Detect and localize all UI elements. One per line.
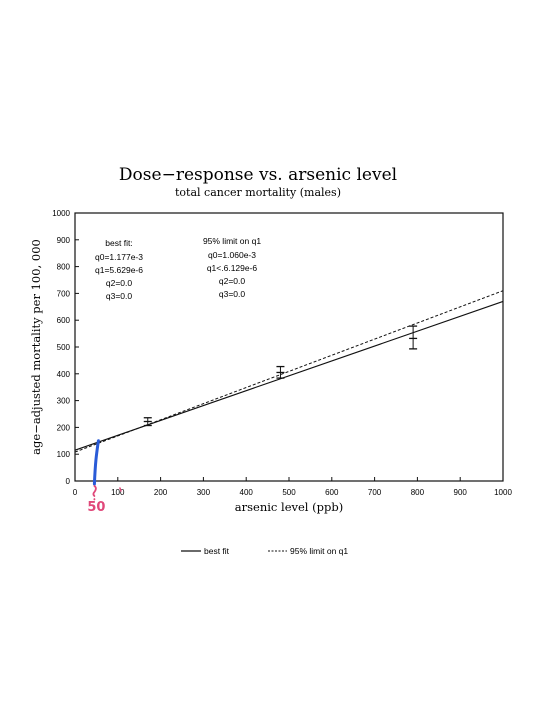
x-tick-label: 1000 xyxy=(494,488,512,497)
handwritten-blue-mark xyxy=(92,439,100,486)
annotation-limit-line: q3=0.0 xyxy=(219,289,246,299)
y-tick-label: 600 xyxy=(57,316,71,325)
annotation-limit-line: q2=0.0 xyxy=(219,276,246,286)
y-tick-label: 500 xyxy=(57,343,71,352)
error-bars xyxy=(143,325,418,427)
annotation-best-fit-line: q3=0.0 xyxy=(106,291,133,301)
handwritten-label-50: 50 xyxy=(87,500,105,515)
annotation-95-limit: 95% limit on q1 q0=1.060e-3 q1<.6.129e-6… xyxy=(203,236,261,299)
x-tick-label: 800 xyxy=(411,488,425,497)
annotation-limit-line: q0=1.060e-3 xyxy=(208,250,256,260)
chart-title: Dose−response vs. arsenic level xyxy=(119,165,397,185)
annotation-limit-line: 95% limit on q1 xyxy=(203,236,261,246)
y-tick-label: 200 xyxy=(57,423,71,432)
y-tick-label: 800 xyxy=(57,263,71,272)
legend-label-95-limit: 95% limit on q1 xyxy=(290,546,348,556)
y-tick-label: 0 xyxy=(66,477,71,486)
handwritten-question-mark xyxy=(92,485,97,501)
y-tick-label: 900 xyxy=(57,236,71,245)
annotation-best-fit: best fit: q0=1.177e-3 q1=5.629e-6 q2=0.0… xyxy=(95,238,143,301)
y-tick-label: 400 xyxy=(57,370,71,379)
y-tick-label: 700 xyxy=(57,289,71,298)
chart-subtitle: total cancer mortality (males) xyxy=(175,186,341,199)
annotation-best-fit-line: q2=0.0 xyxy=(106,278,133,288)
x-tick-label: 0 xyxy=(73,488,78,497)
x-tick-label: 300 xyxy=(197,488,211,497)
handwritten-pink-marks: 50 xyxy=(87,485,122,515)
legend: best fit 95% limit on q1 xyxy=(181,546,348,556)
annotation-limit-line: q1<.6.129e-6 xyxy=(207,263,258,273)
x-tick-label: 400 xyxy=(240,488,254,497)
x-axis-label: arsenic level (ppb) xyxy=(235,500,343,514)
y-tick-label: 300 xyxy=(57,397,71,406)
handwritten-tick-mark xyxy=(119,487,122,492)
annotation-best-fit-line: q1=5.629e-6 xyxy=(95,265,143,275)
x-tick-label: 500 xyxy=(282,488,296,497)
x-tick-label: 100 xyxy=(111,488,125,497)
y-axis-label: age−adjusted mortality per 100, 000 xyxy=(29,239,43,455)
y-tick-label: 1000 xyxy=(52,209,70,218)
annotation-best-fit-line: q0=1.177e-3 xyxy=(95,252,143,262)
x-tick-label: 600 xyxy=(325,488,339,497)
x-tick-label: 700 xyxy=(368,488,382,497)
legend-label-best-fit: best fit xyxy=(204,546,230,556)
annotation-best-fit-line: best fit: xyxy=(105,238,132,248)
y-axis-ticks: 0 100 200 300 400 500 600 700 800 900 1000 xyxy=(52,209,79,486)
series-line-best-fit xyxy=(74,300,504,451)
y-tick-label: 100 xyxy=(57,450,71,459)
x-axis-ticks: 0 100 200 300 400 500 600 700 800 900 1000 xyxy=(73,477,512,497)
x-tick-label: 200 xyxy=(154,488,168,497)
x-tick-label: 900 xyxy=(454,488,468,497)
